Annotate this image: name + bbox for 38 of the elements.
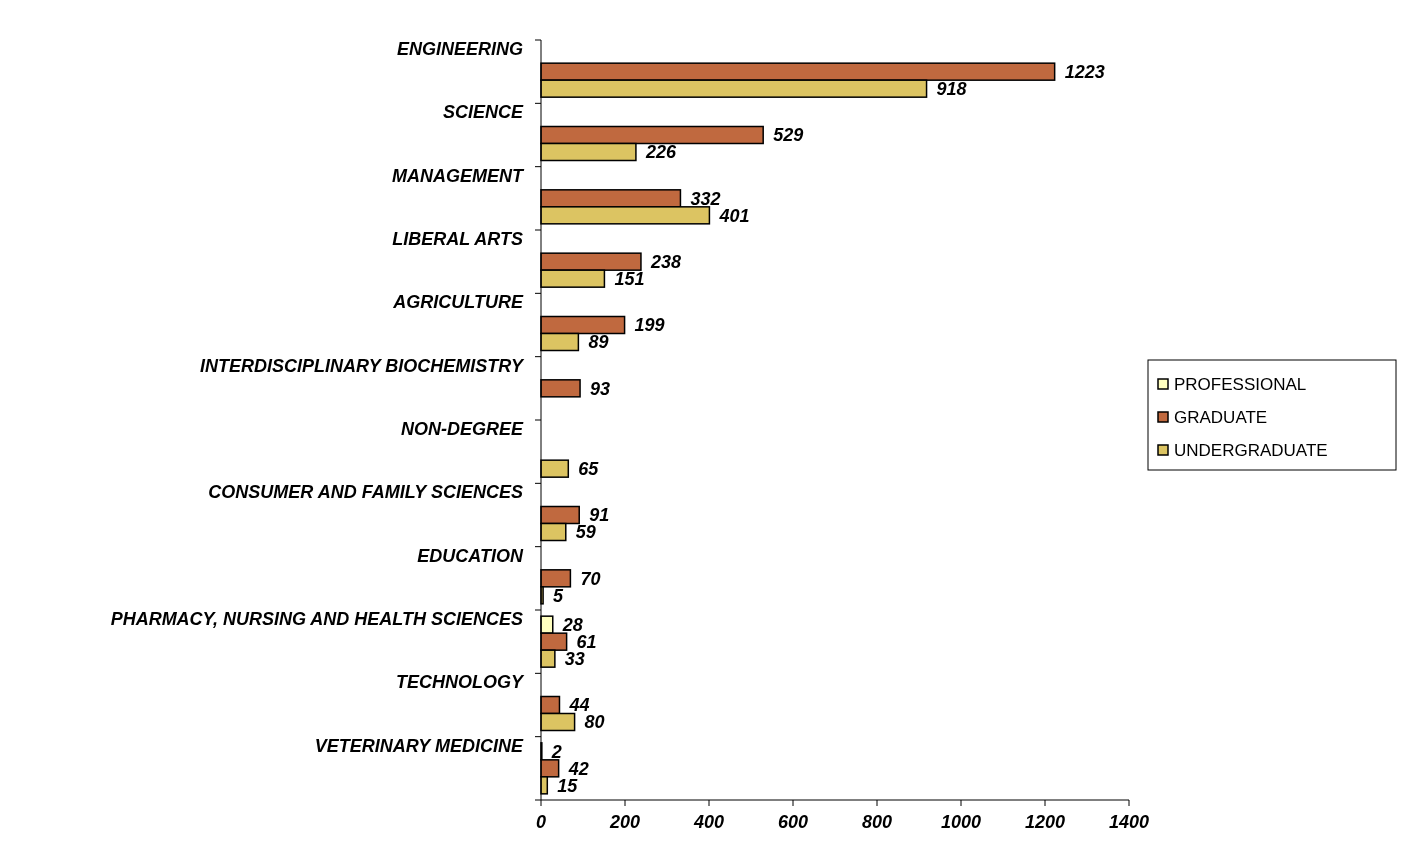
x-tick-label: 1400: [1108, 812, 1150, 832]
x-tick-label: 1200: [1024, 812, 1066, 832]
y-tick-label: INTERDISCIPLINARY BIOCHEMISTRY: [199, 355, 525, 376]
data-label: 199: [634, 315, 665, 336]
y-tick-label: MANAGEMENT: [392, 165, 525, 186]
y-tick-label: LIBERAL ARTS: [392, 229, 523, 249]
x-tick-label: 1000: [940, 812, 982, 832]
data-label: 5: [553, 585, 565, 606]
x-tick-label: 600: [777, 812, 809, 832]
legend-label: PROFESSIONAL: [1174, 374, 1307, 394]
y-tick-label: NON-DEGREE: [400, 419, 524, 439]
y-tick-label: SCIENCE: [442, 102, 524, 123]
y-tick-label: ENGINEERING: [396, 39, 523, 59]
data-label: 529: [773, 125, 804, 146]
data-label: 401: [718, 205, 750, 226]
data-label: 1223: [1064, 61, 1105, 82]
y-tick-label: VETERINARY MEDICINE: [314, 735, 524, 756]
legend-label: UNDERGRADUATE: [1174, 440, 1328, 460]
x-tick-label: 400: [692, 812, 725, 832]
data-label: 70: [580, 568, 601, 589]
data-label: 238: [649, 251, 682, 272]
data-label: 2: [550, 741, 562, 762]
x-tick-label: 200: [608, 812, 641, 832]
data-label: 93: [590, 378, 611, 399]
y-tick-label: PHARMACY, NURSING AND HEALTH SCIENCES: [110, 609, 523, 629]
data-label: 151: [614, 268, 645, 289]
y-tick-label: TECHNOLOGY: [395, 672, 525, 693]
data-label: 332: [690, 188, 721, 209]
y-tick-label: EDUCATION: [417, 545, 524, 566]
legend-label: GRADUATE: [1174, 407, 1268, 427]
y-tick-label: AGRICULTURE: [392, 292, 524, 313]
data-label: 89: [588, 332, 609, 353]
data-label: 918: [936, 78, 967, 99]
y-tick-label: CONSUMER AND FAMILY SCIENCES: [208, 482, 523, 503]
data-label: 226: [644, 142, 677, 163]
x-tick-label: 0: [535, 812, 547, 832]
x-tick-label: 800: [861, 812, 893, 832]
data-label: 65: [578, 458, 600, 479]
